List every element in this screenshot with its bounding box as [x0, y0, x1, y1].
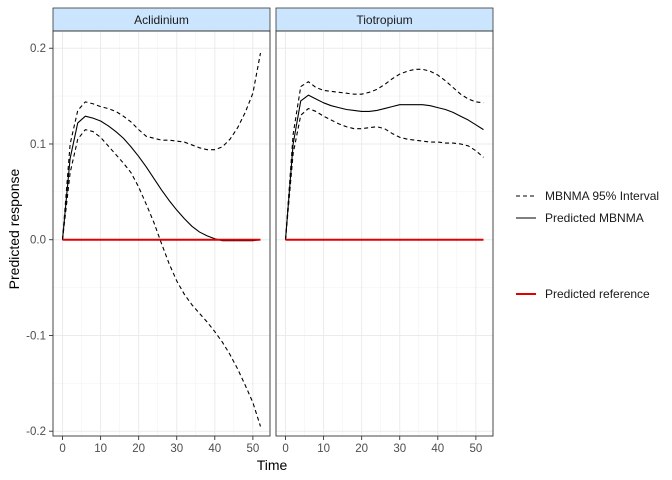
y-tick-label: 0.1	[30, 139, 46, 151]
x-tick-label: 20	[355, 443, 368, 455]
series-line-interval-lower	[284, 108, 484, 240]
panel-border	[52, 30, 271, 437]
x-tick-label: 10	[94, 443, 107, 455]
legend: MBNMA 95% Interval Predicted MBNMA Predi…	[516, 189, 659, 301]
y-tick-label: 0.0	[30, 235, 46, 247]
x-tick-label: 10	[317, 443, 330, 455]
x-tick-label: 20	[132, 443, 145, 455]
panel-aclidinium: Aclidinium 0 10 20 30 40 50	[52, 7, 271, 455]
series-line-predicted-mbnma	[61, 115, 261, 242]
x-tick-label: 30	[170, 443, 183, 455]
series-line-predicted-mbnma	[284, 94, 484, 240]
series-line-interval-upper	[284, 68, 484, 240]
legend-label-reference: Predicted reference	[545, 287, 650, 301]
x-tick-label: 30	[393, 443, 406, 455]
x-axis-title: Time	[257, 457, 288, 473]
x-tick-label: 0	[59, 443, 65, 455]
legend-label-mbnma: Predicted MBNMA	[545, 211, 644, 225]
y-axis: -0.2 -0.1 0.0 0.1 0.2	[26, 43, 53, 438]
y-axis-title: Predicted response	[6, 168, 22, 289]
y-tick-label: 0.2	[30, 43, 46, 55]
panels-layer: Aclidinium 0 10 20 30 40 50 Tiotropium 0 10 20 30 40…	[52, 7, 494, 455]
facet-strip-label: Aclidinium	[134, 13, 189, 27]
x-tick-label: 50	[246, 443, 259, 455]
series-line-interval-upper	[61, 52, 262, 240]
x-tick-label: 0	[282, 443, 288, 455]
y-tick-label: -0.1	[26, 330, 46, 342]
gridlines	[53, 31, 270, 436]
x-tick-label: 50	[469, 443, 482, 455]
facet-strip-label: Tiotropium	[356, 13, 412, 27]
y-tick-label: -0.2	[26, 426, 46, 438]
panel-tiotropium: Tiotropium 0 10 20 30 40 50	[275, 7, 494, 455]
panel-border	[275, 30, 494, 437]
legend-label-interval: MBNMA 95% Interval	[545, 189, 659, 203]
x-tick-label: 40	[431, 443, 444, 455]
x-tick-label: 40	[208, 443, 221, 455]
series-line-interval-lower	[61, 129, 262, 427]
gridlines	[276, 31, 493, 436]
